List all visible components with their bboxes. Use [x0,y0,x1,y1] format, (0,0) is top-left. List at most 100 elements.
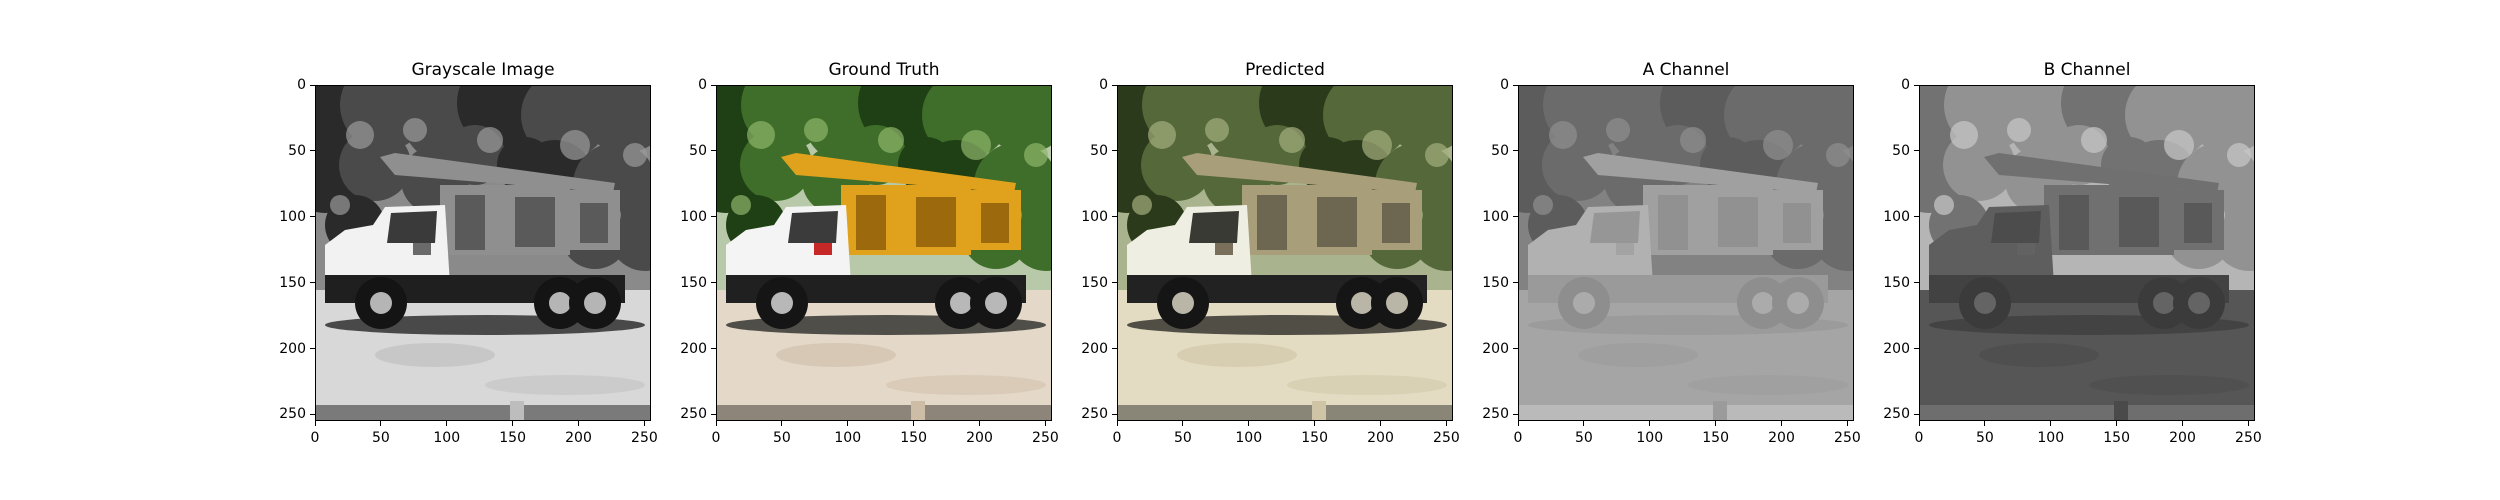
y-tick-label: 50 [1069,142,1117,160]
drill-rig [1182,153,1422,255]
x-tick-label: 250 [1827,421,1867,446]
y-tick-label: 200 [267,340,315,358]
x-tick-label: 250 [1426,421,1466,446]
y-tick-label: 0 [1470,76,1518,94]
y-tick-label: 150 [1470,274,1518,292]
image-canvas [716,85,1052,421]
x-tick-label: 50 [762,421,802,446]
wheel [355,277,407,329]
bottom-strip [716,405,1052,421]
x-tick-label: 150 [894,421,934,446]
bottom-strip [1117,405,1453,421]
channel-overlay [1919,85,2255,421]
x-tick-label: 150 [2097,421,2137,446]
drill-rig [781,153,1021,255]
truck-cab [1929,205,2054,285]
x-tick-label: 250 [624,421,664,446]
y-tick-label: 50 [267,142,315,160]
x-axis-ticks: 0 50 100 150 200 250 [1514,421,1861,451]
bottom-strip [315,405,651,421]
y-tick-label: 200 [668,340,716,358]
panel-a-channel: A Channel 0 50 100 150 200 250 0 50 100 150 200 25… [1482,0,1938,500]
wheel [756,277,808,329]
y-tick-label: 250 [1470,405,1518,423]
x-tick-label: 100 [828,421,868,446]
wheel [569,277,621,329]
truck-cab [726,205,851,285]
x-tick-label: 200 [1361,421,1401,446]
y-tick-label: 200 [1871,340,1919,358]
wheel [1371,277,1423,329]
image-a-channel [1518,85,1854,421]
y-tick-label: 150 [1871,274,1919,292]
y-axis-ticks: 0 50 100 150 200 250 [267,77,315,423]
image-grayscale [315,85,651,421]
y-tick-label: 50 [1470,142,1518,160]
x-tick-label: 50 [361,421,401,446]
bottom-strip [1518,405,1854,421]
x-tick-label: 0 [1498,421,1538,446]
y-tick-label: 250 [1871,405,1919,423]
y-tick-label: 50 [1871,142,1919,160]
x-tick-label: 200 [960,421,1000,446]
y-axis-ticks: 0 50 100 150 200 250 [1069,77,1117,422]
x-tick-label: 150 [1295,421,1335,446]
y-axis-ticks: 0 50 100 150 200 250 [1470,77,1518,423]
drill-rig [1583,153,1823,255]
y-tick-label: 250 [267,405,315,423]
x-axis-ticks: 0 50 100 150 200 250 [1915,421,2262,451]
y-axis-ticks: 0 50 100 150 200 250 [668,77,716,423]
x-tick-label: 0 [1899,421,1939,446]
axes-frame [315,85,651,421]
image-canvas [1518,85,1854,421]
x-tick-label: 150 [493,421,533,446]
y-tick-label: 0 [1871,76,1919,94]
y-tick-label: 250 [668,405,716,423]
wheel [1558,277,1610,329]
y-tick-label: 0 [267,76,315,94]
y-tick-label: 100 [1470,208,1518,226]
x-tick-label: 50 [1965,421,2005,446]
drill-rig [1984,153,2224,255]
y-tick-label: 200 [1069,340,1117,358]
axes-frame [1117,85,1453,421]
wheel [1959,277,2011,329]
axes-frame [1518,85,1854,421]
bottom-strip [1919,405,2255,421]
image-ground-truth [716,85,1052,421]
panel-predicted: Predicted 0 50 100 150 200 250 0 50 100 150 200 25… [1081,0,1537,500]
x-tick-label: 50 [1163,421,1203,446]
panel-ground-truth: Ground Truth 0 50 100 150 200 250 0 50 100 150 20… [680,0,1136,500]
panel-title: Predicted [1245,60,1325,80]
x-tick-label: 250 [2228,421,2268,446]
y-tick-label: 100 [668,208,716,226]
image-canvas [1919,85,2255,421]
wheel [970,277,1022,329]
wheel [1772,277,1824,329]
x-tick-label: 150 [1696,421,1736,446]
x-tick-label: 0 [696,421,736,446]
truck-cab [1528,205,1653,285]
y-tick-label: 150 [1069,274,1117,292]
x-tick-label: 250 [1025,421,1065,446]
wheel [1157,277,1209,329]
x-tick-label: 50 [1564,421,1604,446]
y-tick-label: 150 [267,274,315,292]
image-canvas [315,85,651,421]
y-tick-label: 100 [267,208,315,226]
y-tick-label: 0 [668,76,716,94]
panel-title: Ground Truth [828,60,940,80]
x-axis-ticks: 0 50 100 150 200 250 [712,421,1059,451]
panel-title: B Channel [2043,60,2131,80]
y-tick-label: 200 [1470,340,1518,358]
truck-cab [325,205,450,285]
x-tick-label: 100 [427,421,467,446]
y-tick-label: 50 [668,142,716,160]
y-axis-ticks: 0 50 100 150 200 250 [1871,77,1919,423]
x-tick-label: 0 [1097,421,1137,446]
panel-grayscale: Grayscale Image 0 50 100 150 200 250 0 50 100 15… [279,0,735,500]
image-b-channel [1919,85,2255,421]
image-predicted [1117,85,1453,421]
x-tick-label: 200 [1762,421,1802,446]
